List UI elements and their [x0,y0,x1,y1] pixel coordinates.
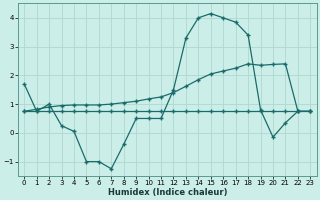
X-axis label: Humidex (Indice chaleur): Humidex (Indice chaleur) [108,188,227,197]
